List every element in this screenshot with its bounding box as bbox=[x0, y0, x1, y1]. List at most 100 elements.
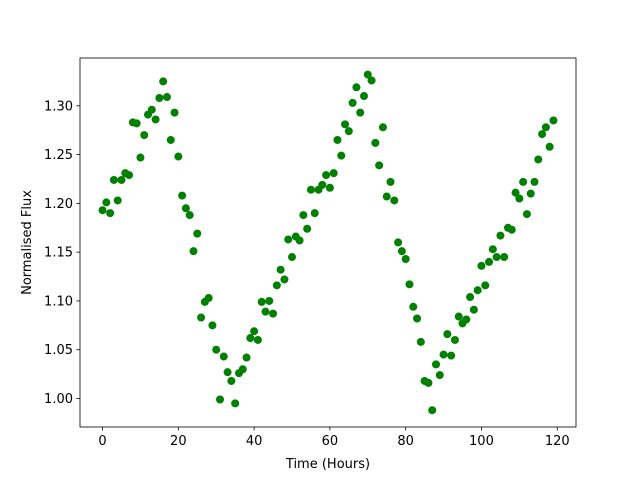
point bbox=[341, 120, 350, 129]
point bbox=[151, 115, 160, 124]
point bbox=[284, 235, 293, 244]
point bbox=[522, 210, 531, 219]
point bbox=[303, 224, 312, 233]
point bbox=[515, 194, 524, 203]
point bbox=[329, 169, 338, 178]
point bbox=[367, 76, 376, 85]
point bbox=[337, 151, 346, 160]
point bbox=[117, 175, 126, 184]
point bbox=[261, 307, 270, 316]
point bbox=[375, 161, 384, 170]
x-tick-label: 40 bbox=[246, 434, 263, 449]
y-tick-label: 1.15 bbox=[44, 246, 73, 261]
point bbox=[488, 245, 497, 254]
point bbox=[534, 155, 543, 164]
point bbox=[155, 94, 164, 103]
point bbox=[371, 138, 380, 147]
point bbox=[216, 395, 225, 404]
point bbox=[159, 77, 168, 86]
point bbox=[125, 171, 134, 180]
point bbox=[549, 116, 558, 125]
point bbox=[185, 211, 194, 220]
point bbox=[492, 253, 501, 262]
point bbox=[473, 286, 482, 295]
point bbox=[219, 352, 228, 361]
point bbox=[288, 253, 297, 262]
point bbox=[322, 171, 331, 180]
point bbox=[454, 312, 463, 321]
point bbox=[193, 229, 202, 238]
point bbox=[485, 257, 494, 266]
point bbox=[413, 314, 422, 323]
point bbox=[469, 305, 478, 314]
point bbox=[272, 281, 281, 290]
x-tick-label: 20 bbox=[170, 434, 187, 449]
point bbox=[136, 153, 145, 162]
point bbox=[102, 198, 111, 207]
point bbox=[526, 189, 535, 198]
y-tick-label: 1.10 bbox=[44, 294, 73, 309]
point bbox=[132, 119, 141, 128]
point bbox=[246, 334, 255, 343]
point bbox=[378, 123, 387, 132]
point bbox=[181, 204, 190, 213]
point bbox=[450, 335, 459, 344]
point bbox=[333, 135, 342, 144]
point bbox=[386, 177, 395, 186]
point bbox=[147, 105, 156, 114]
point bbox=[238, 365, 247, 374]
point bbox=[257, 297, 266, 306]
point bbox=[250, 327, 259, 336]
point bbox=[242, 353, 251, 362]
point bbox=[382, 192, 391, 201]
point bbox=[409, 302, 418, 311]
point bbox=[405, 280, 414, 289]
point bbox=[166, 135, 175, 144]
point bbox=[439, 350, 448, 359]
point bbox=[208, 321, 217, 330]
y-tick-label: 1.00 bbox=[44, 392, 73, 407]
y-tick-label: 1.20 bbox=[44, 197, 73, 212]
y-tick-label: 1.05 bbox=[44, 343, 73, 358]
point bbox=[109, 175, 118, 184]
point bbox=[496, 231, 505, 240]
point bbox=[344, 127, 353, 136]
point bbox=[356, 108, 365, 117]
point bbox=[178, 191, 187, 200]
point bbox=[394, 238, 403, 247]
point bbox=[189, 247, 198, 256]
point bbox=[477, 261, 486, 270]
point bbox=[462, 315, 471, 324]
point bbox=[231, 399, 240, 408]
point bbox=[269, 309, 278, 318]
point bbox=[325, 183, 334, 192]
point bbox=[299, 211, 308, 220]
point bbox=[276, 265, 285, 274]
point bbox=[253, 335, 262, 344]
point bbox=[424, 378, 433, 387]
point bbox=[428, 406, 437, 415]
y-tick-label: 1.25 bbox=[44, 148, 73, 163]
point bbox=[443, 330, 452, 339]
point bbox=[280, 275, 289, 284]
point bbox=[363, 70, 372, 79]
point bbox=[397, 247, 406, 256]
point bbox=[530, 177, 539, 186]
y-axis-label: Normalised Flux bbox=[20, 190, 35, 295]
y-tick-label: 1.30 bbox=[44, 99, 73, 114]
point bbox=[174, 152, 183, 161]
point bbox=[265, 296, 274, 305]
point bbox=[416, 337, 425, 346]
point bbox=[197, 313, 206, 322]
x-tick-label: 60 bbox=[322, 434, 339, 449]
point bbox=[212, 345, 221, 354]
point bbox=[227, 376, 236, 385]
point bbox=[318, 180, 327, 189]
point bbox=[295, 236, 304, 245]
point bbox=[545, 142, 554, 151]
point bbox=[348, 98, 357, 107]
point bbox=[507, 225, 516, 234]
point bbox=[466, 293, 475, 302]
